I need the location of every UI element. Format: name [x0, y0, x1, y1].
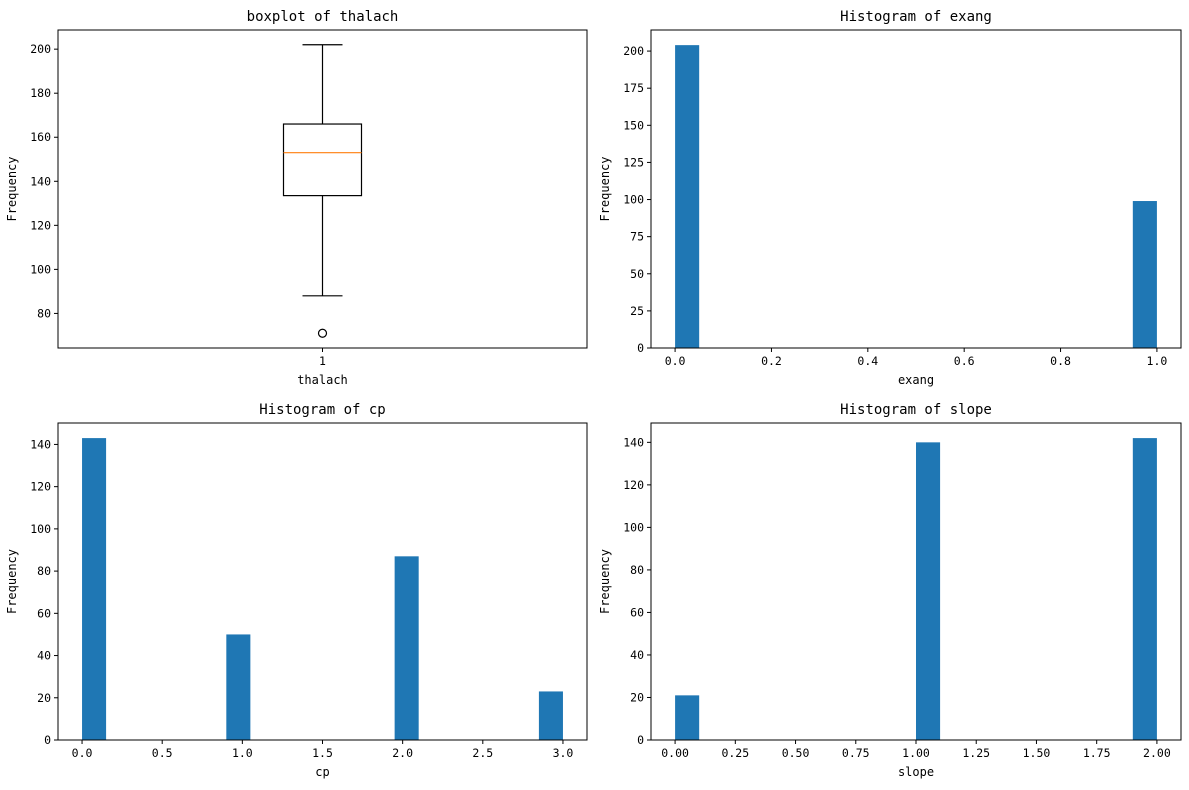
exang-y-axis-label: Frequency: [598, 156, 612, 221]
y-tick-label: 20: [37, 691, 51, 705]
slope-bar: [1132, 438, 1157, 740]
y-tick-label: 40: [37, 649, 51, 663]
y-tick-label: 100: [30, 262, 51, 276]
cp-chart-title: Histogram of cp: [259, 402, 385, 418]
x-tick-label: 1.5: [312, 746, 333, 760]
x-tick-label: 0.75: [842, 746, 870, 760]
y-tick-label: 140: [30, 437, 51, 451]
y-tick-label: 80: [630, 563, 644, 577]
cp-bar: [226, 634, 251, 740]
cp-y-axis-label: Frequency: [5, 549, 19, 614]
exang-bar: [675, 45, 700, 349]
y-tick-label: 140: [30, 174, 51, 188]
slope-subplot: Histogram of slope 0.00 0.25 0.50 0.75 1.00 1.…: [598, 402, 1182, 779]
x-tick-label: 0.0: [665, 354, 686, 368]
x-tick-label: 0.25: [721, 746, 749, 760]
y-tick-label: 0: [637, 341, 644, 355]
cp-bar: [394, 556, 419, 740]
y-tick-label: 80: [37, 306, 51, 320]
x-tick-label: 2.00: [1143, 746, 1171, 760]
x-tick-label: 1.50: [1023, 746, 1051, 760]
thalach-chart-title: boxplot of thalach: [247, 9, 399, 25]
x-tick-label: 0.50: [782, 746, 810, 760]
y-tick-label: 120: [30, 480, 51, 494]
x-tick-label: 1.75: [1083, 746, 1111, 760]
x-tick-label: 2.0: [392, 746, 413, 760]
x-tick-label: 1.25: [962, 746, 990, 760]
y-tick-label: 20: [630, 690, 644, 704]
thalach-x-axis-label: thalach: [297, 373, 348, 387]
y-tick-label: 75: [630, 230, 644, 244]
slope-bar: [675, 695, 700, 740]
x-tick-label: 0.00: [661, 746, 689, 760]
y-tick-label: 100: [623, 193, 644, 207]
iqr-box: [282, 123, 363, 197]
y-tick-label: 40: [630, 648, 644, 662]
x-tick-label: 3.0: [553, 746, 574, 760]
y-tick-label: 60: [37, 606, 51, 620]
y-tick-label: 25: [630, 304, 644, 318]
y-tick-label: 160: [30, 130, 51, 144]
exang-axes-frame: [650, 29, 1182, 349]
y-tick-label: 80: [37, 564, 51, 578]
x-tick-label: 0.0: [72, 746, 93, 760]
y-tick-label: 60: [630, 605, 644, 619]
x-tick-label: 1.0: [1147, 354, 1168, 368]
exang-x-axis-label: exang: [898, 373, 934, 387]
x-tick-label: 1.00: [902, 746, 930, 760]
thalach-box: [282, 44, 363, 338]
y-tick-label: 0: [637, 733, 644, 747]
x-tick-label: 1: [319, 354, 326, 368]
x-tick-label: 2.5: [472, 746, 493, 760]
y-tick-label: 150: [623, 118, 644, 132]
y-tick-label: 120: [623, 478, 644, 492]
exang-chart-title: Histogram of exang: [840, 9, 992, 25]
exang-bar: [1132, 201, 1157, 348]
y-tick-label: 100: [30, 522, 51, 536]
outlier-point: [317, 328, 328, 338]
slope-chart-title: Histogram of slope: [840, 402, 992, 418]
x-tick-label: 1.0: [232, 746, 253, 760]
cp-x-axis-label: cp: [315, 765, 329, 779]
thalach-y-axis-label: Frequency: [5, 156, 19, 221]
cp-bar: [82, 438, 107, 740]
x-tick-label: 0.4: [857, 354, 878, 368]
x-tick-label: 0.5: [152, 746, 173, 760]
y-tick-label: 180: [30, 86, 51, 100]
y-tick-label: 100: [623, 520, 644, 534]
thalach-subplot: boxplot of thalach180100120140160180200t…: [5, 9, 588, 387]
y-tick-label: 120: [30, 218, 51, 232]
y-tick-label: 140: [623, 435, 644, 449]
y-tick-label: 200: [623, 44, 644, 58]
y-tick-label: 200: [30, 42, 51, 56]
slope-bar: [916, 442, 941, 740]
x-tick-label: 0.2: [761, 354, 782, 368]
cp-bar: [538, 691, 563, 740]
cp-axes-frame: [57, 422, 588, 741]
slope-x-axis-label: slope: [898, 765, 934, 779]
x-tick-label: 0.8: [1050, 354, 1071, 368]
y-tick-label: 0: [44, 733, 51, 747]
cp-subplot: Histogram of cp 0.0 0.5 1.0 1.5 2.0 2.5 3.0 0 20 4…: [5, 402, 588, 779]
slope-y-axis-label: Frequency: [598, 549, 612, 614]
x-tick-label: 0.6: [954, 354, 975, 368]
y-tick-label: 175: [623, 81, 644, 95]
exang-subplot: Histogram of exang 0.0 0.2 0.4 0.6 0.8 1.0 0 25 5…: [598, 9, 1182, 387]
y-tick-label: 50: [630, 267, 644, 281]
y-tick-label: 125: [623, 155, 644, 169]
